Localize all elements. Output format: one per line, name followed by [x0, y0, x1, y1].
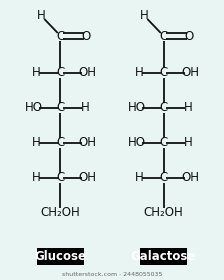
Text: H: H [31, 136, 40, 149]
Text: H: H [140, 9, 149, 22]
Text: H: H [134, 171, 143, 184]
Text: Galactose: Galactose [131, 250, 196, 263]
Text: O: O [82, 30, 91, 43]
Text: C: C [56, 66, 65, 79]
Text: C: C [159, 101, 168, 114]
Text: H: H [31, 171, 40, 184]
Text: C: C [159, 30, 168, 43]
Text: C: C [159, 66, 168, 79]
Text: OH: OH [78, 136, 96, 149]
Text: C: C [56, 171, 65, 184]
Text: CH₂OH: CH₂OH [41, 206, 80, 219]
Text: OH: OH [181, 171, 199, 184]
Text: OH: OH [78, 66, 96, 79]
Text: O: O [185, 30, 194, 43]
Text: H: H [134, 66, 143, 79]
Text: C: C [159, 136, 168, 149]
Text: H: H [184, 101, 193, 114]
Text: Glucose: Glucose [34, 250, 86, 263]
Text: OH: OH [181, 66, 199, 79]
Text: CH₂OH: CH₂OH [144, 206, 183, 219]
Text: H: H [31, 66, 40, 79]
Text: shutterstock.com · 2448055035: shutterstock.com · 2448055035 [62, 272, 162, 277]
Text: HO: HO [128, 136, 146, 149]
Text: H: H [81, 101, 90, 114]
Bar [37, 248, 84, 265]
Text: H: H [37, 9, 46, 22]
Text: HO: HO [128, 101, 146, 114]
Text: H: H [184, 136, 193, 149]
Text: C: C [56, 30, 65, 43]
Text: HO: HO [25, 101, 43, 114]
Text: C: C [56, 136, 65, 149]
Text: C: C [159, 171, 168, 184]
Text: OH: OH [78, 171, 96, 184]
Bar [140, 248, 187, 265]
Text: C: C [56, 101, 65, 114]
